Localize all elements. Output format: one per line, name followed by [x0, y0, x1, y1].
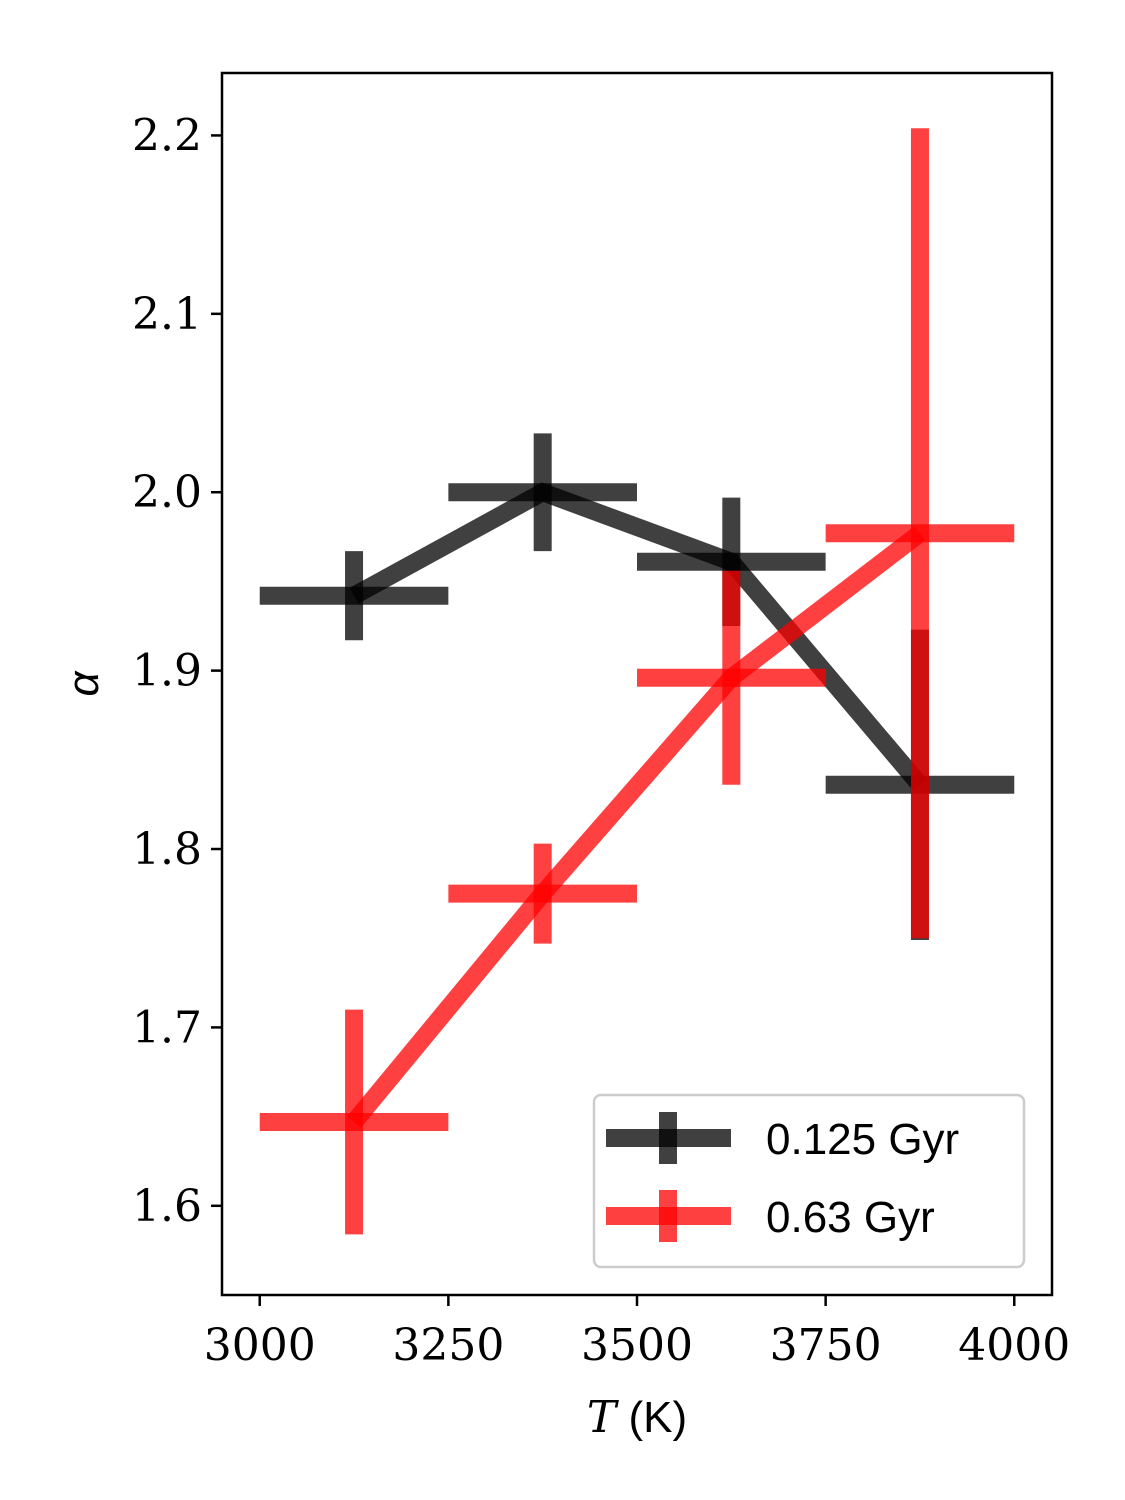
y-tick-label: 1.9	[132, 646, 202, 697]
y-tick-label: 2.1	[132, 289, 202, 340]
x-axis: 3000 3250 3500 3750 4000	[204, 1295, 1070, 1371]
x-axis-unit: (K)	[616, 1393, 687, 1442]
x-tick-label: 3000	[204, 1320, 316, 1371]
y-tick-label: 1.6	[132, 1181, 202, 1232]
legend-label-0: 0.125 Gyr	[766, 1115, 959, 1164]
y-tick-label: 1.7	[132, 1002, 202, 1053]
y-axis: 1.6 1.7 1.8 1.9 2.0 2.1 2.2	[132, 110, 222, 1232]
y-tick-label: 2.2	[132, 110, 202, 161]
x-tick-label: 3750	[770, 1320, 882, 1371]
legend-handle-1	[606, 1190, 731, 1242]
series-1-line	[347, 526, 926, 1128]
x-tick-label: 3250	[392, 1320, 504, 1371]
y-tick-label: 1.8	[132, 824, 202, 875]
x-tick-label: 4000	[958, 1320, 1070, 1371]
series-layer	[259, 128, 1015, 1235]
x-tick-label: 3500	[581, 1320, 693, 1371]
legend: 0.125 Gyr 0.63 Gyr	[592, 1093, 1026, 1269]
x-axis-label: T (K)	[587, 1392, 687, 1443]
legend-label-1: 0.63 Gyr	[766, 1193, 935, 1242]
series-1	[259, 128, 1015, 1235]
y-tick-label: 2.0	[132, 467, 202, 518]
legend-handle-0	[606, 1112, 731, 1164]
y-axis-label: α	[59, 670, 108, 697]
x-axis-variable: T	[587, 1392, 620, 1443]
